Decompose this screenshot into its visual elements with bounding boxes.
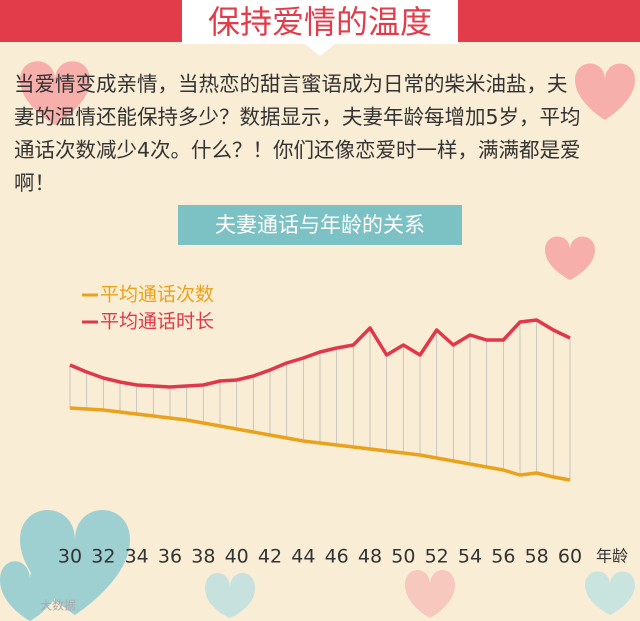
x-tick-label: 60 [558,546,582,568]
legend-label: 平均通话时长 [100,311,214,333]
paragraph-line: 当爱情变成亲情，当热恋的甜言蜜语成为日常的柴米油盐，夫 [14,72,568,96]
title: 保持爱情的温度 [208,3,432,41]
heart [20,61,90,125]
heart [0,561,60,621]
x-tick-label: 54 [458,546,482,568]
hearts [0,61,635,621]
watermark: 大数据 [40,598,76,613]
x-tick-label: 30 [58,546,82,568]
x-tick-label: 40 [225,546,249,568]
paragraph-line: 妻的温情还能保持多少？数据显示，夫妻年龄每增加5岁，平均 [14,105,581,129]
x-tick-label: 44 [291,546,315,568]
paragraph-line: 啊！ [14,171,55,195]
x-axis-label: 年龄 [596,547,628,566]
heart [545,236,595,280]
x-tick-label: 46 [325,546,349,568]
heart [205,573,255,618]
series-line [69,318,571,389]
x-tick-label: 50 [391,546,415,568]
paragraph-line: 通话次数减少4次。什么？！你们还像恋爱时一样，满满都是爱 [14,138,581,162]
x-tick-label: 38 [191,546,215,568]
paragraph: 当爱情变成亲情，当热恋的甜言蜜语成为日常的柴米油盐，夫妻的温情还能保持多少？数据… [14,72,581,195]
subtitle-box [178,205,462,245]
x-tick-label: 42 [258,546,282,568]
x-tick-label: 32 [91,546,115,568]
x-tick-label: 56 [491,546,515,568]
heart [585,571,635,615]
series-line [69,406,571,482]
x-tick-label: 48 [358,546,382,568]
subtitle: 夫妻通话与年龄的关系 [215,213,425,237]
x-tick-label: 58 [525,546,549,568]
x-tick-label: 36 [158,546,182,568]
x-tick-label: 34 [125,546,149,568]
heart [575,63,635,120]
title-tab [182,0,458,56]
legend-label: 平均通话次数 [100,284,214,306]
x-tick-label: 52 [425,546,449,568]
heart [405,570,455,618]
